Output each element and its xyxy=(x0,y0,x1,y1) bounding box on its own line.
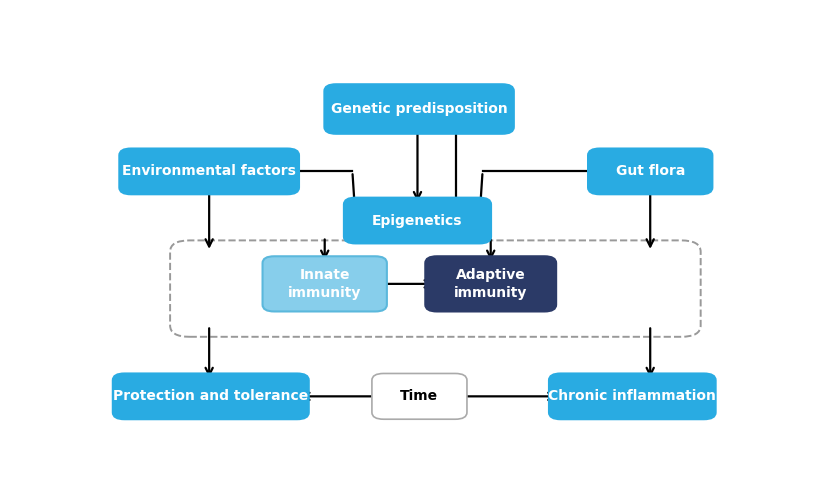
Text: Gut flora: Gut flora xyxy=(616,164,685,178)
FancyBboxPatch shape xyxy=(324,84,514,134)
Text: Adaptive
immunity: Adaptive immunity xyxy=(454,268,528,300)
FancyBboxPatch shape xyxy=(119,148,299,194)
Text: Time: Time xyxy=(401,389,438,403)
FancyBboxPatch shape xyxy=(372,374,467,419)
Text: Epigenetics: Epigenetics xyxy=(372,214,463,227)
Text: Environmental factors: Environmental factors xyxy=(123,164,296,178)
FancyBboxPatch shape xyxy=(344,198,491,244)
Text: Protection and tolerance: Protection and tolerance xyxy=(113,389,308,403)
FancyBboxPatch shape xyxy=(425,256,556,311)
FancyBboxPatch shape xyxy=(549,374,716,419)
FancyBboxPatch shape xyxy=(263,256,387,311)
FancyBboxPatch shape xyxy=(588,148,712,194)
Text: Genetic predisposition: Genetic predisposition xyxy=(331,102,507,116)
Text: Chronic inflammation: Chronic inflammation xyxy=(549,389,717,403)
FancyBboxPatch shape xyxy=(113,374,309,419)
Text: Innate
immunity: Innate immunity xyxy=(288,268,361,300)
